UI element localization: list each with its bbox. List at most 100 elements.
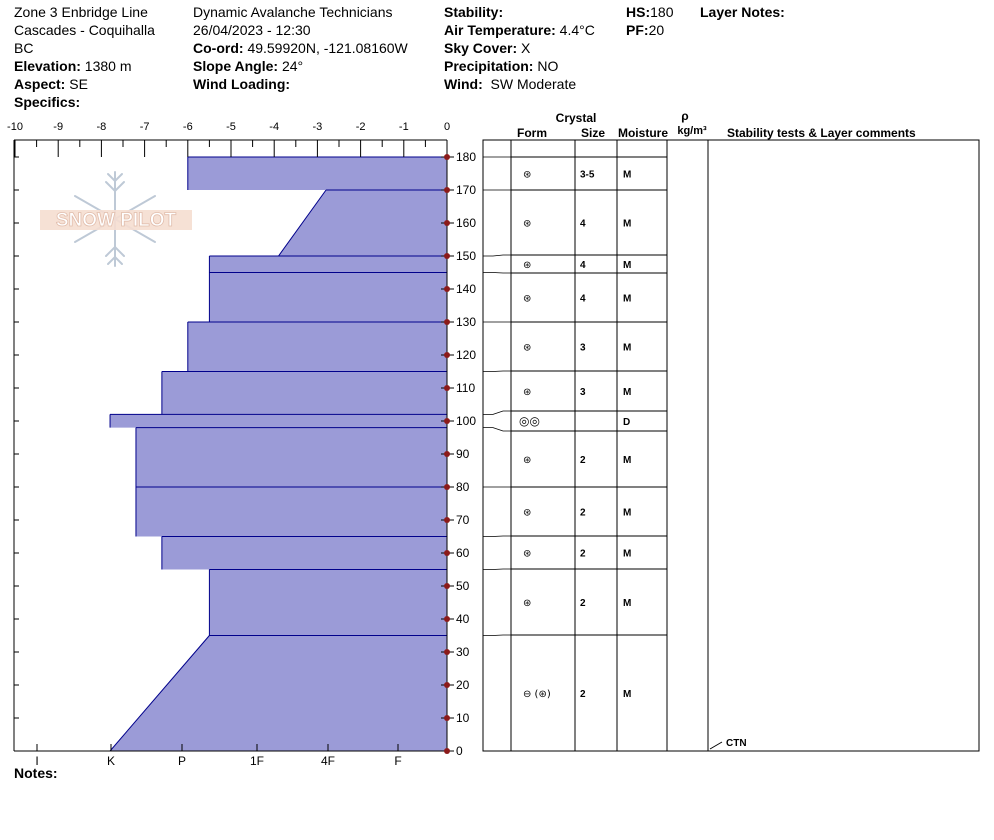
crystal-form-icon: ⊛ — [523, 387, 531, 398]
x-tick-label: -10 — [7, 121, 23, 133]
hardness-label: K — [107, 754, 115, 768]
height-tick-label: 150 — [456, 249, 476, 263]
elevation-label: Elevation: — [14, 58, 81, 74]
precip-value: NO — [537, 58, 559, 74]
x-tick-label: -9 — [53, 121, 63, 133]
stability-tests-header: Stability tests & Layer comments — [727, 126, 916, 140]
height-tick-marker — [444, 352, 450, 358]
crystal-form-icon: ⊛ — [523, 598, 531, 609]
x-tick-label: -6 — [183, 121, 193, 133]
precip-label: Precipitation: — [444, 58, 534, 74]
hs-label: HS: — [626, 4, 651, 20]
crystal-size-value: 3-5 — [580, 170, 595, 181]
hs-value: 180 — [650, 4, 674, 20]
hardness-layer — [161, 536, 447, 570]
crystal-form-icon: ◎◎ — [519, 414, 540, 428]
aspect-field: Aspect: SE — [14, 75, 88, 93]
hardness-label: I — [35, 754, 38, 768]
moisture-value: M — [623, 219, 631, 230]
pf-value: 20 — [648, 22, 665, 38]
location-region: BC — [14, 40, 34, 56]
sky-cover-value: X — [521, 40, 531, 56]
depth-connector-line — [483, 370, 511, 372]
moisture-value: D — [623, 417, 630, 428]
date-time: 26/04/2023 - 12:30 — [193, 22, 311, 38]
density-header: ρ — [681, 109, 688, 123]
moisture-header: Moisture — [618, 126, 668, 140]
height-tick-marker — [444, 154, 450, 160]
density-unit: kg/m³ — [677, 125, 707, 137]
height-tick-marker — [444, 319, 450, 325]
wind-field: Wind: SW Moderate — [444, 75, 576, 93]
coord-value: 49.59920N, -121.08160W — [247, 40, 408, 56]
height-tick-label: 10 — [456, 711, 470, 725]
location-range: Cascades - Coquihalla — [14, 22, 155, 38]
layer-table-frame — [482, 139, 980, 752]
hardness-layer — [110, 635, 447, 751]
x-tick-label: -4 — [269, 121, 279, 133]
coord-field: Co-ord: 49.59920N, -121.08160W — [193, 39, 408, 57]
height-tick-label: 160 — [456, 216, 476, 230]
x-tick-label: -7 — [140, 121, 150, 133]
height-tick-label: 170 — [456, 183, 476, 197]
height-tick-marker — [444, 451, 450, 457]
crystal-form-icon: ⊛ — [523, 219, 531, 230]
height-tick-marker — [444, 517, 450, 523]
wind-label: Wind: — [444, 76, 483, 92]
x-tick-label: 0 — [444, 121, 450, 133]
moisture-value: M — [623, 343, 631, 354]
coord-label: Co-ord: — [193, 40, 244, 56]
crystal-form-icon: ⊛ — [523, 343, 531, 354]
crystal-form-icon: ⊛ — [523, 260, 531, 271]
moisture-value: M — [623, 598, 631, 609]
stability-test-marker — [709, 741, 723, 750]
depth-connector-line — [483, 634, 511, 636]
notes-label: Notes: — [14, 765, 58, 781]
crystal-size-value: 4 — [580, 260, 586, 271]
aspect-value: SE — [69, 76, 88, 92]
hardness-layer — [187, 157, 448, 190]
aspect-label: Aspect: — [14, 76, 66, 92]
crystal-size-value: 3 — [580, 343, 586, 354]
hardness-edge-line — [109, 635, 210, 752]
elevation-value: 1380 m — [84, 58, 132, 74]
moisture-value: M — [623, 387, 631, 398]
hardness-label: F — [394, 754, 401, 768]
pf-field: PF:20 — [626, 21, 664, 39]
crystal-form-icon: ⊛ — [523, 170, 531, 181]
layer-notes-field: Layer Notes: — [700, 3, 785, 21]
moisture-value: M — [623, 549, 631, 560]
crystal-size-value: 2 — [580, 689, 586, 700]
height-tick-label: 110 — [456, 381, 475, 395]
depth-connector-line — [483, 410, 511, 415]
hardness-edge-line — [278, 189, 327, 257]
depth-connector-line — [483, 272, 511, 274]
hardness-layer — [209, 272, 447, 322]
wind-loading-field: Wind Loading: — [193, 75, 290, 93]
height-tick-label: 180 — [456, 150, 476, 164]
crystal-form-icon: ⊛ — [523, 508, 531, 519]
height-tick-label: 70 — [456, 513, 470, 527]
sky-cover-label: Sky Cover: — [444, 40, 518, 56]
height-tick-marker — [444, 583, 450, 589]
depth-connector-line — [483, 568, 511, 570]
height-tick-label: 60 — [456, 546, 470, 560]
crystal-size-value: 4 — [580, 294, 586, 305]
hardness-label: P — [178, 754, 186, 768]
height-tick-marker — [444, 748, 450, 754]
moisture-value: M — [623, 260, 631, 271]
depth-connector-line — [483, 535, 511, 537]
hardness-label: 4F — [321, 754, 335, 768]
organization: Dynamic Avalanche Technicians — [193, 4, 393, 20]
height-tick-label: 40 — [456, 612, 470, 626]
pf-label: PF: — [626, 22, 649, 38]
crystal-size-value: 2 — [580, 455, 586, 466]
moisture-value: M — [623, 455, 631, 466]
moisture-value: M — [623, 508, 631, 519]
height-tick-marker — [444, 253, 450, 259]
height-tick-marker — [444, 418, 450, 424]
crystal-form-icon: ⊖ (⊛) — [523, 689, 551, 700]
location-name: Zone 3 Enbridge Line — [14, 4, 148, 20]
logo-text: SNOW PILOT — [56, 210, 177, 231]
